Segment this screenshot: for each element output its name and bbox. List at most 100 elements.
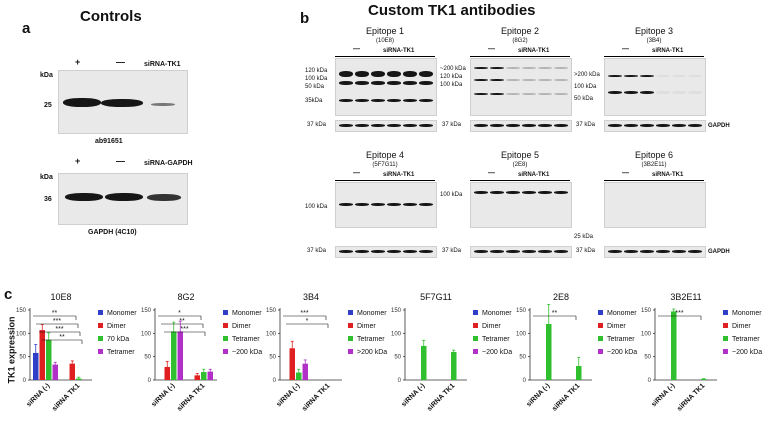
legend-swatch: [223, 336, 228, 341]
lane-bar: [335, 56, 435, 57]
blot-band: [490, 93, 504, 95]
bar: [201, 372, 207, 380]
mw-marker: 50 kDa: [574, 96, 594, 102]
x-category-label: siRNA TK1: [551, 382, 581, 412]
legend-swatch: [473, 310, 478, 315]
y-tick-label: 50: [269, 355, 276, 361]
blot-band: [355, 81, 369, 85]
legend-swatch: [223, 310, 228, 315]
blot-band: [339, 81, 353, 85]
x-category-label: siRNA (-): [25, 382, 51, 408]
treatment-label: siRNA-TK1: [383, 172, 415, 178]
lane-label-minus: —: [488, 170, 495, 177]
legend-label: ~200 kDa: [482, 349, 512, 356]
mw-marker: 120 kDa: [440, 74, 463, 80]
legend-swatch: [598, 349, 603, 354]
legend-swatch: [473, 349, 478, 354]
legend-label: ~200 kDa: [232, 349, 262, 356]
marker-label: 36: [44, 196, 52, 203]
blot-band: [371, 71, 385, 77]
epitope-title: Epitope 4: [365, 150, 405, 160]
bar: [76, 378, 82, 380]
lane-label-minus: —: [622, 46, 629, 53]
blot-band: [371, 203, 385, 206]
blot-band: [403, 203, 417, 206]
y-tick-label: 50: [19, 355, 26, 361]
lane-label-minus: —: [116, 156, 125, 166]
y-tick-label: 100: [16, 331, 27, 337]
epitope-2-blot: Epitope 2 (8G2) — siRNA-TK1 ~200 kDa 120 kDa 1…: [440, 26, 572, 146]
y-tick-label: 100: [516, 331, 527, 337]
blot-band: [538, 79, 552, 81]
lane-label-minus: —: [488, 46, 495, 53]
epitope-title: Epitope 1: [365, 26, 405, 36]
significance-label: ***: [180, 326, 188, 333]
legend-label: 70 kDa: [107, 336, 129, 343]
treatment-label: siRNA-TK1: [518, 48, 550, 54]
loading-marker: 37 kDa: [442, 122, 462, 128]
legend-swatch: [598, 310, 603, 315]
bar: [194, 375, 200, 380]
loading-control-blot: [470, 246, 572, 258]
lane-label-minus: —: [622, 170, 629, 177]
blot-band: [554, 191, 568, 194]
treatment-label: siRNA-TK1: [144, 61, 181, 68]
blot-band: [672, 91, 686, 94]
mw-marker: 50 kDa: [305, 84, 325, 90]
mw-marker: 100 kDa: [574, 84, 597, 90]
legend-label: Dimer: [607, 323, 626, 330]
legend-label: Tetramer: [732, 336, 760, 343]
legend-label: Dimer: [232, 323, 251, 330]
western-blot-ab91651: [58, 70, 188, 134]
blot-image: [470, 58, 572, 116]
legend-swatch: [348, 323, 353, 328]
legend-swatch: [223, 349, 228, 354]
mw-marker: 100 kDa: [305, 76, 328, 82]
legend-label: Monomer: [357, 310, 387, 317]
chart-title: 3B2E11: [670, 292, 701, 302]
loading-marker: 37 kDa: [307, 122, 327, 128]
bar: [289, 348, 295, 380]
epitope-clone: (3B2E11): [641, 162, 667, 168]
legend-swatch: [348, 349, 353, 354]
legend-label: Tetramer: [107, 349, 135, 356]
chart-title: 10E8: [50, 292, 71, 302]
panel-a-title: Controls: [80, 8, 142, 25]
y-tick-label: 150: [391, 308, 402, 314]
bar: [171, 331, 177, 380]
epitope-title: Epitope 2: [500, 26, 540, 36]
epitope-title: Epitope 6: [634, 150, 674, 160]
y-tick-label: 50: [519, 355, 526, 361]
legend-label: ~200 kDa: [732, 349, 762, 356]
y-tick-label: 50: [144, 355, 151, 361]
treatment-label: siRNA-TK1: [518, 172, 550, 178]
x-category-label: siRNA (-): [150, 382, 176, 408]
bar: [421, 345, 427, 380]
x-category-label: siRNA TK1: [426, 382, 456, 412]
legend-label: Monomer: [482, 310, 512, 317]
legend-label: Monomer: [232, 310, 262, 317]
legend-label: Tetramer: [482, 336, 510, 343]
significance-label: ***: [55, 326, 63, 333]
legend-label: Tetramer: [357, 336, 385, 343]
loading-control-blot: [335, 120, 437, 132]
epitope-clone: (10E8): [375, 38, 394, 44]
loading-control-blot: [604, 120, 706, 132]
blot-image: [604, 182, 706, 228]
panel-c-letter: c: [4, 286, 13, 303]
bar: [302, 363, 308, 380]
treatment-label: siRNA-GAPDH: [144, 160, 193, 167]
loading-marker: 37 kDa: [576, 122, 596, 128]
loading-marker: 37 kDa: [442, 248, 462, 254]
bar: [177, 331, 183, 380]
blot-image: [604, 58, 706, 116]
y-tick-label: 150: [16, 308, 27, 314]
y-tick-label: 50: [394, 355, 401, 361]
blot-band: [538, 191, 552, 194]
lane-bar: [335, 180, 435, 181]
blot-band: [474, 191, 488, 194]
bar: [52, 364, 58, 380]
legend-label: Monomer: [107, 310, 137, 317]
blot-band: [419, 99, 433, 102]
